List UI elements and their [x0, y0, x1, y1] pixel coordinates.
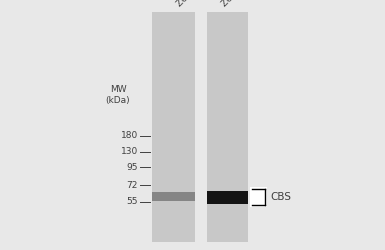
Bar: [152, 12, 195, 242]
Text: 95: 95: [127, 162, 138, 172]
Bar: [207, 190, 248, 203]
Text: Zebrafish liver: Zebrafish liver: [220, 0, 273, 8]
Text: CBS: CBS: [270, 192, 291, 202]
Bar: [207, 12, 248, 242]
Text: MW: MW: [110, 86, 126, 94]
Bar: [250, 187, 267, 207]
Text: (kDa): (kDa): [106, 96, 130, 104]
Text: 130: 130: [121, 148, 138, 156]
Text: 180: 180: [121, 132, 138, 140]
Text: 72: 72: [127, 180, 138, 190]
Bar: [152, 192, 195, 200]
Text: 55: 55: [127, 198, 138, 206]
Text: Zebrafish brain: Zebrafish brain: [175, 0, 230, 8]
